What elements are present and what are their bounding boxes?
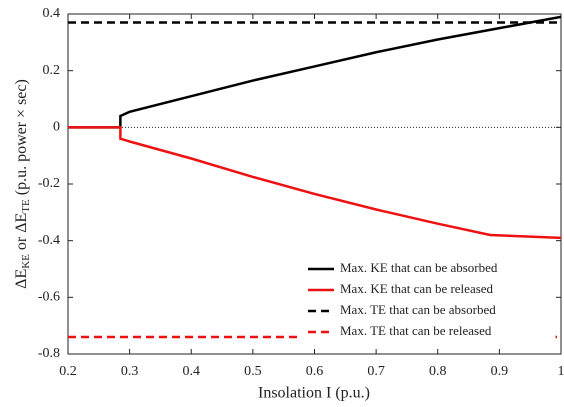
x-tick-label: 0.5	[244, 364, 262, 379]
y-tick-label: -0.8	[38, 346, 60, 361]
legend-box	[301, 255, 556, 347]
y-label-subscript: KE	[20, 254, 32, 269]
legend: Max. KE that can be absorbed Max. KE that…	[301, 255, 556, 347]
x-tick-label: 0.6	[306, 364, 324, 379]
legend-label: Max. KE that can be absorbed	[340, 260, 498, 275]
x-tick-label: 0.9	[491, 364, 509, 379]
y-label-part: (p.u. power × sec)	[13, 79, 30, 199]
y-label-part: or ΔE	[13, 213, 30, 254]
y-tick-label: -0.2	[38, 176, 60, 191]
legend-label: Max. KE that can be released	[340, 281, 494, 296]
y-tick-label: 0.4	[43, 6, 61, 21]
y-label-part: ΔE	[13, 269, 30, 289]
legend-label: Max. TE that can be released	[340, 323, 492, 338]
x-tick-label: 0.8	[429, 364, 447, 379]
x-axis-label: Insolation I (p.u.)	[258, 385, 370, 402]
x-tick-label: 0.2	[59, 364, 77, 379]
x-tick-label: 0.3	[121, 364, 139, 379]
y-axis-label: ΔEKE or ΔETE (p.u. power × sec)	[13, 79, 32, 289]
y-label-subscript: TE	[20, 199, 32, 213]
x-tick-label: 0.7	[367, 364, 385, 379]
x-tick-label: 0.4	[183, 364, 201, 379]
x-tick-label: 1	[558, 364, 564, 379]
y-tick-label: -0.4	[38, 233, 60, 248]
series-line	[68, 15, 562, 129]
legend-label: Max. TE that can be absorbed	[340, 302, 496, 317]
y-tick-label: 0.2	[43, 63, 61, 78]
y-tick-label: 0	[53, 120, 60, 135]
y-tick-label: -0.6	[38, 290, 60, 305]
series-line	[68, 126, 562, 240]
